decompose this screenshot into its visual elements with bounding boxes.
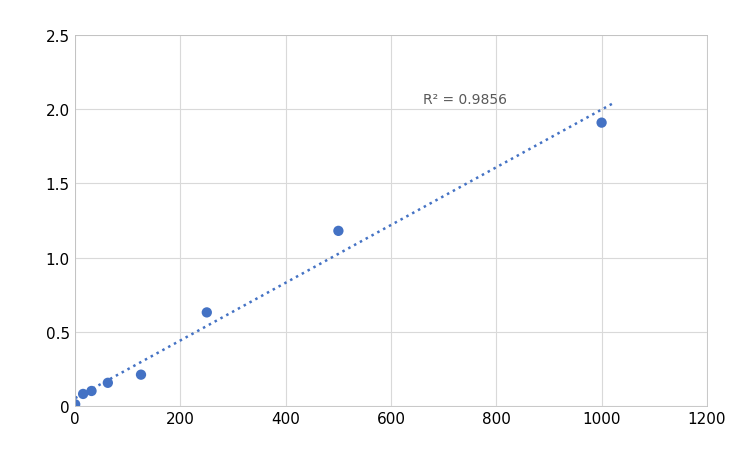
Point (86, 387, 98, 395)
Text: R² = 0.9856: R² = 0.9856 (423, 93, 507, 107)
Point (77, 391, 89, 398)
Point (69, 401, 81, 408)
Point (135, 371, 147, 378)
Point (201, 309, 213, 316)
Point (596, 120, 608, 127)
Point (102, 379, 114, 387)
Point (332, 228, 344, 235)
